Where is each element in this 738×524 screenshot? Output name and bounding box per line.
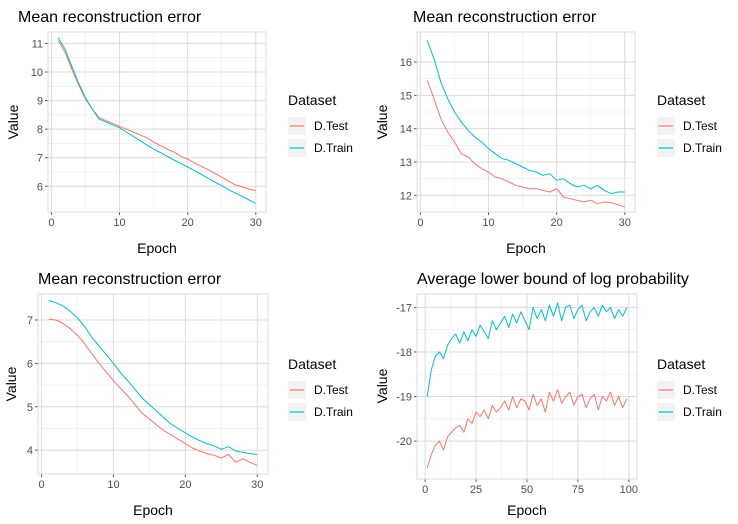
y-tick-label: 9 <box>37 96 43 108</box>
x-tick-label: 0 <box>39 479 45 491</box>
plot-panel <box>417 32 635 212</box>
legend-title: Dataset <box>288 356 336 372</box>
panel-border <box>416 31 636 213</box>
y-tick-label: 12 <box>400 190 412 202</box>
series-line-d-train <box>48 300 258 455</box>
legend-item-label: D.Test <box>314 383 349 397</box>
x-tick-label: 20 <box>179 479 191 491</box>
y-tick-label: 16 <box>400 57 412 69</box>
series-line-d-train <box>57 37 257 204</box>
y-tick-label: -18 <box>396 347 412 359</box>
legend-title: Dataset <box>657 356 705 372</box>
x-tick-label: 20 <box>182 217 194 229</box>
legend-item-label: D.Test <box>314 119 349 133</box>
series-line-d-test <box>48 318 258 466</box>
y-tick-label: 15 <box>400 90 412 102</box>
x-tick-label: 10 <box>482 217 494 229</box>
chart-title: Mean reconstruction error <box>38 271 222 288</box>
y-axis-label: Value <box>3 366 19 401</box>
x-tick-label: 0 <box>422 484 428 496</box>
x-axis-label: Epoch <box>137 240 177 256</box>
x-tick-label: 20 <box>551 217 563 229</box>
chart-title: Mean reconstruction error <box>18 9 202 26</box>
y-axis-label: Value <box>5 104 21 139</box>
chart-mean-reconstruction-error-2: 0 10 20 30 12 13 14 15 16 Mean reconstruction err… <box>374 9 722 256</box>
legend-item-label: D.Train <box>314 141 353 155</box>
x-axis-label: Epoch <box>506 240 546 256</box>
y-tick-label: 7 <box>37 153 43 165</box>
chart-average-lower-bound: 0 25 50 75 100 -20 -19 -18 -17 Average lower boun… <box>374 271 722 518</box>
plot-panel <box>38 294 268 474</box>
y-tick-label: -17 <box>396 302 412 314</box>
chart-title: Average lower bound of log probability <box>417 271 689 288</box>
legend-item-label: D.Test <box>683 383 718 397</box>
panel-border <box>416 293 638 480</box>
y-tick-label: 6 <box>37 181 43 193</box>
y-axis-label: Value <box>374 104 390 139</box>
y-tick-label: 14 <box>400 124 412 136</box>
legend-item-label: D.Test <box>683 119 718 133</box>
chart-title: Mean reconstruction error <box>413 9 597 26</box>
x-tick-label: 10 <box>107 479 119 491</box>
x-tick-label: 30 <box>250 217 262 229</box>
chart-mean-reconstruction-error-1: 0 10 20 30 6 7 8 9 10 11 Mean reconstruction error… <box>5 9 353 256</box>
x-tick-label: 10 <box>113 217 125 229</box>
series-line-d-train <box>426 302 628 397</box>
legend-item-label: D.Train <box>683 405 722 419</box>
y-tick-label: 7 <box>27 315 33 327</box>
series-line-d-test <box>426 80 625 208</box>
plot-panel <box>48 32 266 212</box>
y-tick-label: 13 <box>400 157 412 169</box>
legend-item-label: D.Train <box>314 405 353 419</box>
y-tick-label: 4 <box>27 445 33 457</box>
series-line-d-train <box>426 40 625 195</box>
legend-title: Dataset <box>288 92 336 108</box>
x-tick-label: 30 <box>619 217 631 229</box>
y-tick-label: -19 <box>396 392 412 404</box>
chart-mean-reconstruction-error-3: 0 10 20 30 4 5 6 7 Mean reconstruction error Epoc… <box>3 271 353 518</box>
y-tick-label: 10 <box>31 67 43 79</box>
x-tick-label: 50 <box>521 484 533 496</box>
x-axis-label: Epoch <box>507 502 547 518</box>
y-tick-label: 8 <box>37 124 43 136</box>
y-tick-label: 6 <box>27 358 33 370</box>
panel-border <box>47 31 267 213</box>
legend-item-label: D.Train <box>683 141 722 155</box>
panel-border <box>37 293 269 475</box>
x-tick-label: 100 <box>620 484 638 496</box>
y-tick-label: 11 <box>32 38 43 50</box>
x-tick-label: 0 <box>48 217 54 229</box>
y-axis-label: Value <box>374 368 390 403</box>
y-tick-label: -20 <box>396 436 412 448</box>
y-tick-label: 5 <box>27 402 33 414</box>
x-tick-label: 30 <box>251 479 263 491</box>
x-tick-label: 75 <box>572 484 584 496</box>
series-line-d-test <box>426 389 628 469</box>
x-tick-label: 0 <box>417 217 423 229</box>
x-tick-label: 25 <box>470 484 482 496</box>
legend-title: Dataset <box>657 92 705 108</box>
x-axis-label: Epoch <box>133 502 173 518</box>
